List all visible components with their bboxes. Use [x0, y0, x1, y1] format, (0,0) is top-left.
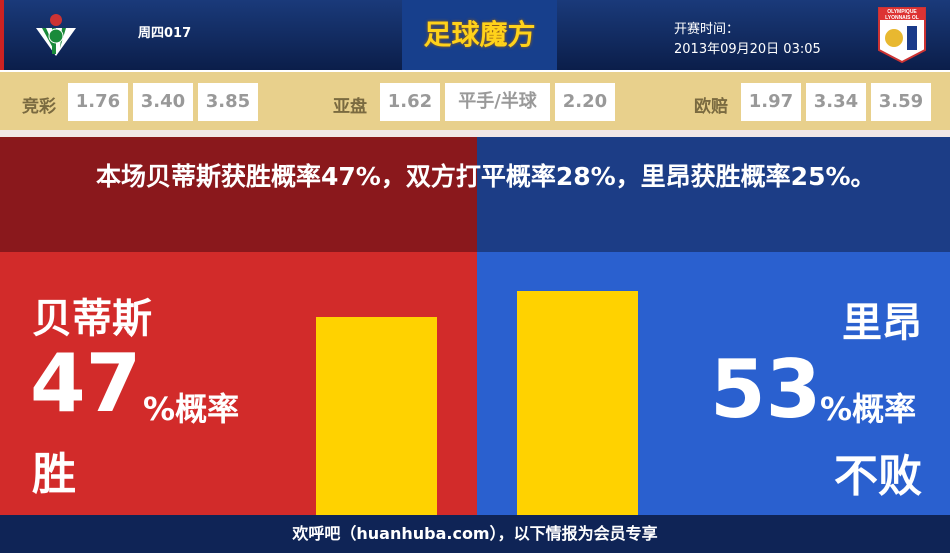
divider — [0, 130, 950, 137]
away-logo-text: OLYMPIQUE LYONNAIS OL — [885, 9, 919, 21]
probability-summary: 本场贝蒂斯获胜概率47%，双方打平概率28%，里昂获胜概率25%。 — [96, 162, 876, 191]
summary-bg-home — [0, 137, 477, 252]
jingcai-odd: 1.76 — [68, 83, 128, 121]
home-percentage: 47 — [30, 337, 142, 430]
yapan-handicap: 平手/半球 — [445, 83, 550, 121]
footer-banner: 欢呼吧（huanhuba.com），以下情报为会员专享 — [0, 515, 950, 553]
odds-bar: 竞彩 1.76 3.40 3.85 亚盘 1.62 平手/半球 2.20 欧赔 … — [0, 70, 950, 130]
oupei-odd: 3.59 — [871, 83, 931, 121]
away-outcome: 不败 — [834, 451, 922, 502]
olympique-lyonnais-crest: OLYMPIQUE LYONNAIS OL — [877, 6, 927, 64]
kickoff-label: 开赛时间： — [674, 22, 740, 37]
jingcai-odd: 3.85 — [198, 83, 258, 121]
real-betis-crest-icon — [36, 14, 76, 56]
away-probability-bar — [517, 291, 638, 515]
jingcai-label: 竞彩 — [22, 97, 56, 117]
match-number: 周四017 — [138, 26, 192, 41]
away-percentage: 53 — [710, 343, 822, 436]
home-pct-suffix: %概率 — [143, 390, 240, 428]
yapan-odd: 2.20 — [555, 83, 615, 121]
summary-bg-away — [477, 137, 950, 252]
oupei-odd: 3.34 — [806, 83, 866, 121]
header: 周四017 足球魔方 开赛时间： 2013年09月20日 03:05 OLYMP… — [0, 0, 950, 70]
jingcai-odd: 3.40 — [133, 83, 193, 121]
yapan-odd: 1.62 — [380, 83, 440, 121]
home-outcome: 胜 — [32, 449, 76, 500]
home-team-name: 贝蒂斯 — [32, 296, 152, 342]
oupei-label: 欧赔 — [694, 97, 728, 117]
yapan-label: 亚盘 — [333, 97, 367, 117]
oupei-odd: 1.97 — [741, 83, 801, 121]
home-probability-bar — [316, 316, 437, 515]
away-pct-suffix: %概率 — [820, 390, 917, 428]
away-team-name: 里昂 — [842, 300, 922, 346]
brand-logo: 足球魔方 — [402, 0, 557, 70]
kickoff-time: 2013年09月20日 03:05 — [674, 42, 821, 57]
olympique-lyonnais-crest-icon — [878, 7, 926, 64]
